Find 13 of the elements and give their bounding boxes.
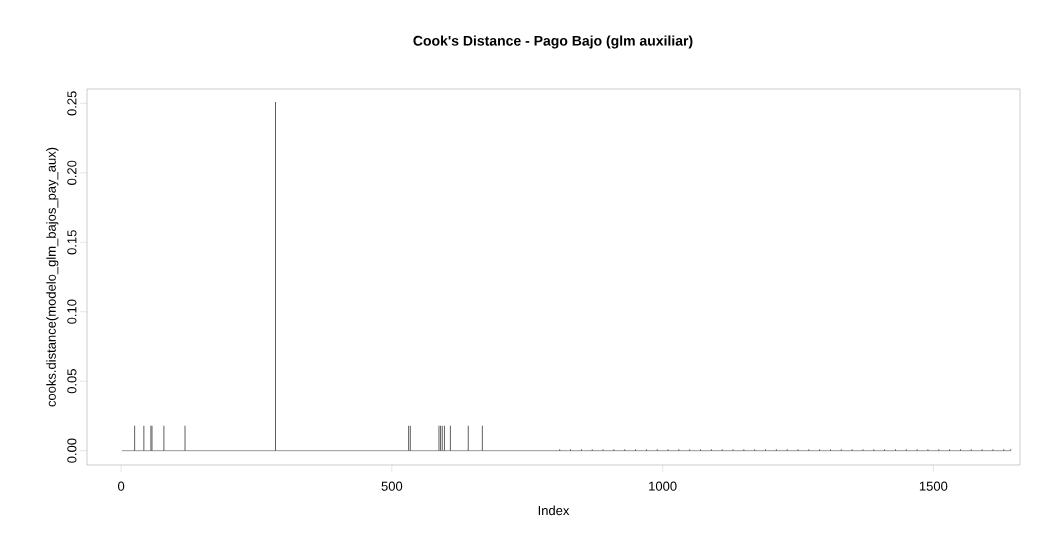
y-tick-label: 0.10 — [67, 299, 77, 324]
x-tick-label: 0 — [118, 481, 125, 491]
chart-title: Cook's Distance - Pago Bajo (glm auxiliar) — [413, 35, 693, 49]
y-tick-label: 0.05 — [67, 369, 77, 394]
y-axis-title: cooks.distance(modelo_glm_bajos_pay_aux) — [46, 147, 59, 407]
x-axis-title: Index — [538, 505, 570, 516]
x-tick-label: 1000 — [649, 481, 677, 491]
y-tick-label: 0.15 — [67, 230, 77, 255]
x-tick-label: 1500 — [919, 481, 948, 491]
y-tick-label: 0.00 — [67, 438, 77, 463]
y-tick-label: 0.25 — [67, 91, 77, 116]
x-tick-label: 500 — [381, 481, 403, 491]
y-tick-label: 0.20 — [67, 160, 77, 185]
